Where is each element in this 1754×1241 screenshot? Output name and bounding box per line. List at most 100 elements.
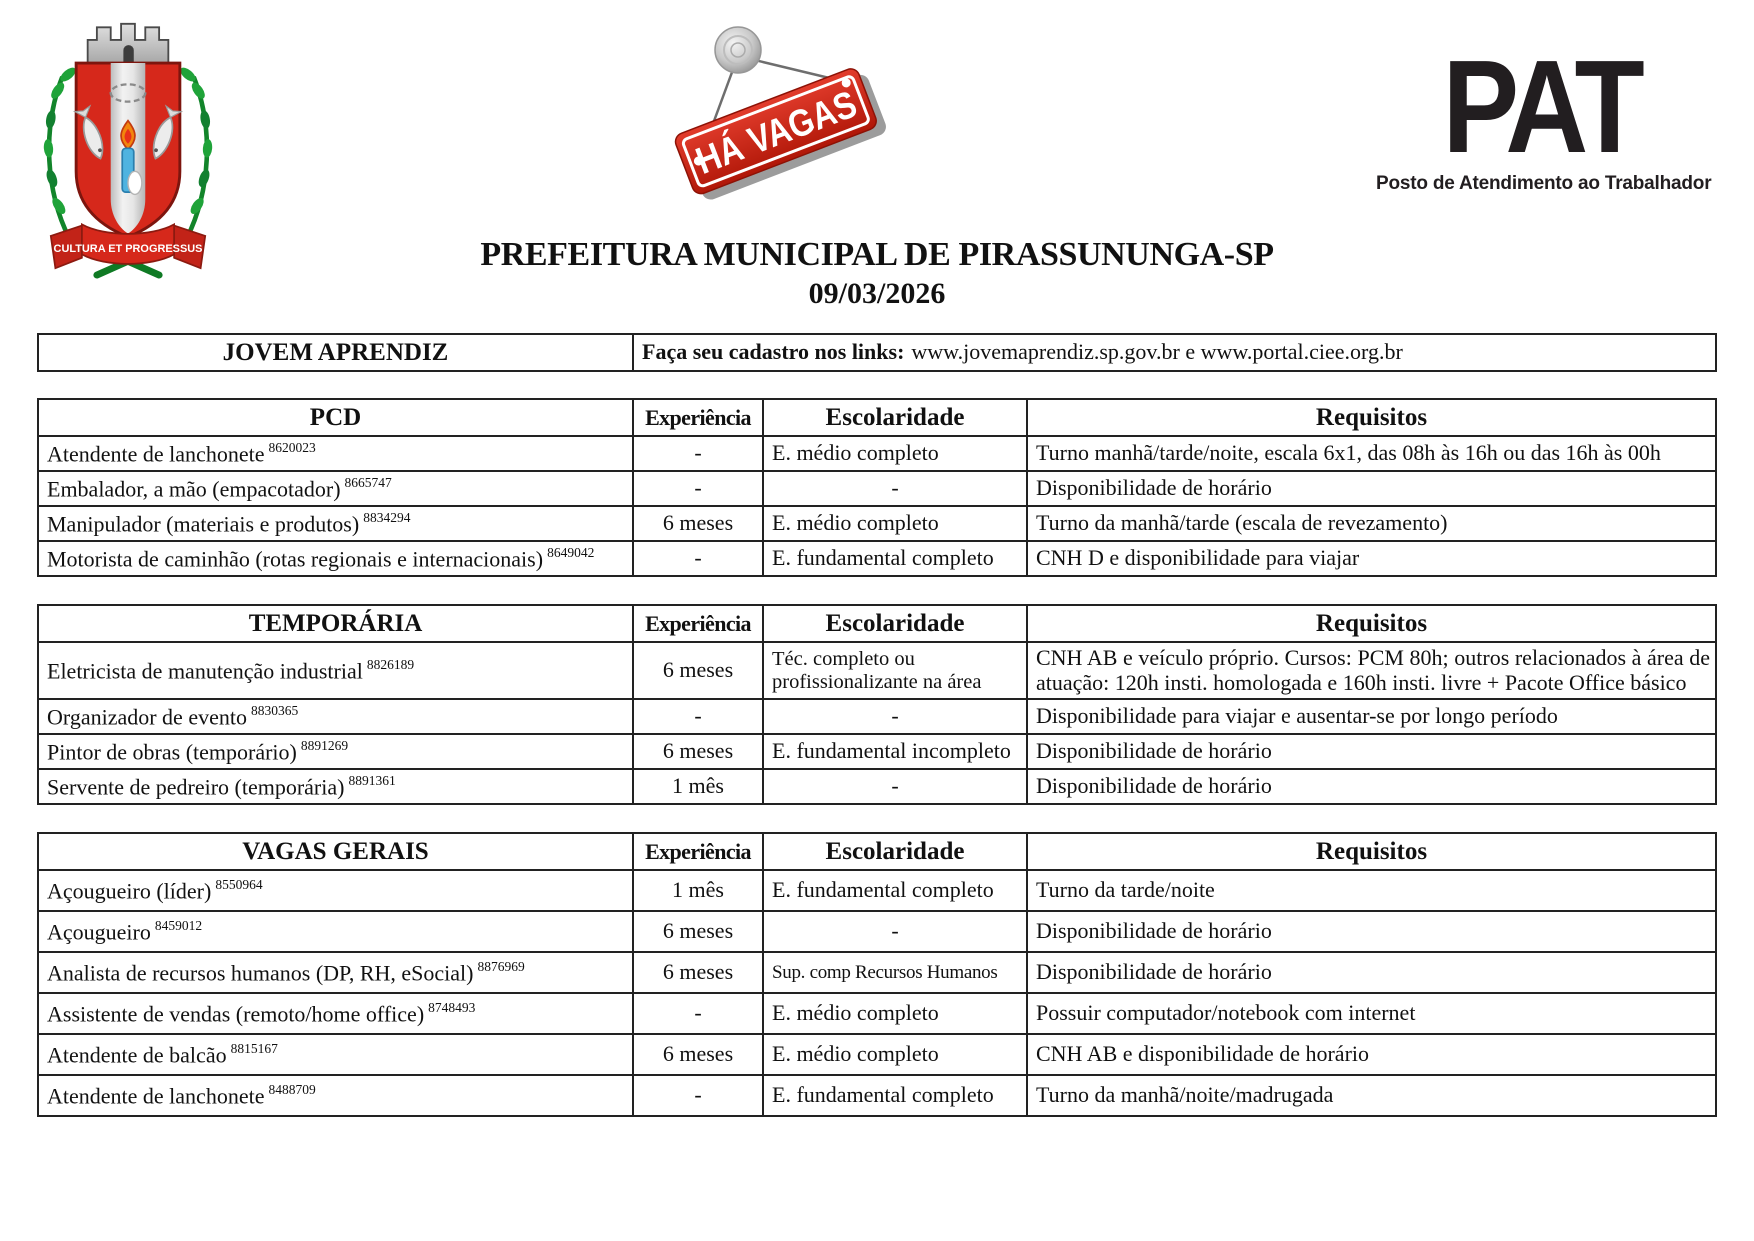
fish-left-icon bbox=[72, 104, 104, 160]
experience-cell: 6 meses bbox=[632, 951, 764, 995]
pirassununga-coat-of-arms-icon: CULTURA ET PROGRESSUS bbox=[43, 22, 213, 279]
jovem-aprendiz-table: JOVEM APRENDIZ Faça seu cadastro nos lin… bbox=[37, 333, 1717, 372]
torch-icon bbox=[120, 119, 143, 196]
job-tables: PCD Experiência Escolaridade Requisitos Aten… bbox=[37, 398, 1717, 1118]
job-cell: Motorista de caminhão (rotas regionais e… bbox=[37, 540, 634, 577]
experience-cell: - bbox=[632, 698, 764, 736]
education-cell: E. médio completo bbox=[762, 1033, 1028, 1077]
requirements-cell: Disponibilidade de horário bbox=[1026, 910, 1717, 954]
fish-right-icon bbox=[152, 104, 184, 160]
job-title: Analista de recursos humanos (DP, RH, eS… bbox=[47, 960, 474, 986]
requirements-cell: Turno manhã/tarde/noite, escala 6x1, das… bbox=[1026, 435, 1717, 472]
jovem-aprendiz-row: JOVEM APRENDIZ Faça seu cadastro nos lin… bbox=[37, 333, 1717, 372]
experience-cell: - bbox=[632, 470, 764, 507]
job-code: 8891361 bbox=[348, 772, 396, 788]
requirements-cell: Disponibilidade para viajar e ausentar-s… bbox=[1026, 698, 1717, 736]
thorn-crown-icon bbox=[109, 83, 147, 103]
requirements-cell: Disponibilidade de horário bbox=[1026, 951, 1717, 995]
education-cell: E. médio completo bbox=[762, 992, 1028, 1036]
job-cell: Açougueiro (líder) 8550964 bbox=[37, 869, 634, 913]
job-row: Analista de recursos humanos (DP, RH, eS… bbox=[37, 951, 1717, 995]
education-cell: - bbox=[762, 768, 1028, 806]
experience-cell: - bbox=[632, 992, 764, 1036]
job-title: Atendente de lanchonete bbox=[47, 1083, 265, 1109]
experience-cell: 6 meses bbox=[632, 640, 764, 701]
pat-subtitle: Posto de Atendimento ao Trabalhador bbox=[1376, 173, 1712, 195]
education-cell: E. médio completo bbox=[762, 505, 1028, 542]
job-cell: Atendente de lanchonete 8620023 bbox=[37, 435, 634, 472]
laurel-branch-right bbox=[180, 67, 213, 240]
job-code: 8891269 bbox=[300, 737, 349, 753]
job-code: 8826189 bbox=[366, 656, 415, 672]
cadastro-instruction: Faça seu cadastro nos links: bbox=[642, 339, 905, 365]
column-header-requisitos: Requisitos bbox=[1026, 604, 1717, 643]
laurel-branch-left bbox=[43, 67, 76, 240]
page-title: PREFEITURA MUNICIPAL DE PIRASSUNUNGA-SP bbox=[480, 236, 1274, 273]
job-code: 8665747 bbox=[344, 474, 392, 490]
job-cell: Manipulador (materiais e produtos) 883429… bbox=[37, 505, 634, 542]
job-cell: Atendente de lanchonete 8488709 bbox=[37, 1074, 634, 1118]
experience-cell: 1 mês bbox=[632, 768, 764, 806]
job-row: Pintor de obras (temporário) 8891269 6 mes… bbox=[37, 733, 1717, 771]
column-header-escolaridade: Escolaridade bbox=[762, 398, 1028, 437]
cadastro-links: www.jovemaprendiz.sp.gov.br e www.portal… bbox=[911, 339, 1403, 365]
job-cell: Atendente de balcão 8815167 bbox=[37, 1033, 634, 1077]
job-cell: Assistente de vendas (remoto/home office… bbox=[37, 992, 634, 1036]
job-code: 8834294 bbox=[363, 509, 411, 525]
experience-cell: - bbox=[632, 540, 764, 577]
job-title: Açougueiro bbox=[47, 919, 151, 945]
job-code: 8830365 bbox=[250, 702, 299, 718]
experience-cell: 6 meses bbox=[632, 505, 764, 542]
job-cell: Organizador de evento 8830365 bbox=[37, 698, 634, 736]
requirements-cell: Turno da manhã/tarde (escala de revezame… bbox=[1026, 505, 1717, 542]
job-code: 8488709 bbox=[268, 1081, 316, 1097]
job-title: Motorista de caminhão (rotas regionais e… bbox=[47, 545, 544, 571]
motto-text: CULTURA ET PROGRESSUS bbox=[54, 243, 203, 255]
column-header-experiencia: Experiência bbox=[632, 604, 764, 643]
education-cell: - bbox=[762, 470, 1028, 507]
job-row: Atendente de balcão 8815167 6 meses E. médi… bbox=[37, 1033, 1717, 1077]
job-row: Açougueiro 8459012 6 meses - Disponibilidade… bbox=[37, 910, 1717, 954]
vagas-gerais-table: VAGAS GERAIS Experiência Escolaridade Requi… bbox=[37, 832, 1717, 1118]
job-code: 8876969 bbox=[477, 958, 525, 974]
job-title: Assistente de vendas (remoto/home office… bbox=[47, 1001, 425, 1027]
job-title: Organizador de evento bbox=[47, 704, 247, 730]
job-row: Servente de pedreiro (temporária) 8891361… bbox=[37, 768, 1717, 806]
job-row: Assistente de vendas (remoto/home office… bbox=[37, 992, 1717, 1036]
job-code: 8748493 bbox=[428, 999, 476, 1015]
requirements-cell: Turno da manhã/noite/madrugada bbox=[1026, 1074, 1717, 1118]
mural-crown-icon bbox=[86, 22, 170, 64]
job-cell: Embalador, a mão (empacotador) 8665747 bbox=[37, 470, 634, 507]
education-cell: E. fundamental completo bbox=[762, 1074, 1028, 1118]
job-cell: Servente de pedreiro (temporária) 8891361 bbox=[37, 768, 634, 806]
experience-cell: 6 meses bbox=[632, 1033, 764, 1077]
ha-vagas-sign-icon: HÁ VAGAS bbox=[674, 26, 886, 200]
job-cell: Açougueiro 8459012 bbox=[37, 910, 634, 954]
job-title: Atendente de lanchonete bbox=[47, 440, 265, 466]
requirements-cell: Disponibilidade de horário bbox=[1026, 768, 1717, 806]
job-row: Açougueiro (líder) 8550964 1 mês E. fundame… bbox=[37, 869, 1717, 913]
job-row: Eletricista de manutenção industrial 8826… bbox=[37, 640, 1717, 701]
job-row: Organizador de evento 8830365- - Disponibil… bbox=[37, 698, 1717, 736]
header-row: PCD Experiência Escolaridade Requisitos bbox=[37, 398, 1717, 437]
job-title: Açougueiro (líder) bbox=[47, 878, 212, 904]
temporaria-table: TEMPORÁRIA Experiência Escolaridade Requisi… bbox=[37, 604, 1717, 806]
job-title: Embalador, a mão (empacotador) bbox=[47, 475, 341, 501]
title-block: PREFEITURA MUNICIPAL DE PIRASSUNUNGA-SP … bbox=[0, 236, 1754, 311]
requirements-cell: Turno da tarde/noite bbox=[1026, 869, 1717, 913]
tables-area: JOVEM APRENDIZ Faça seu cadastro nos lin… bbox=[37, 333, 1717, 1118]
education-cell: Téc. completo ou profissionalizante na á… bbox=[762, 640, 1028, 701]
requirements-cell: CNH AB e disponibilidade de horário bbox=[1026, 1033, 1717, 1077]
sign-plate: HÁ VAGAS bbox=[674, 68, 886, 200]
column-header-escolaridade: Escolaridade bbox=[762, 604, 1028, 643]
job-row: Embalador, a mão (empacotador) 8665747- - D… bbox=[37, 470, 1717, 507]
column-header-requisitos: Requisitos bbox=[1026, 398, 1717, 437]
jovem-aprendiz-label: JOVEM APRENDIZ bbox=[37, 333, 634, 372]
motto-ribbon: CULTURA ET PROGRESSUS bbox=[49, 222, 207, 270]
job-code: 8550964 bbox=[215, 876, 263, 892]
category-header: VAGAS GERAIS bbox=[37, 832, 634, 872]
education-cell: E. fundamental completo bbox=[762, 540, 1028, 577]
education-cell: E. fundamental completo bbox=[762, 869, 1028, 913]
suction-cup-icon bbox=[714, 26, 762, 74]
job-code: 8649042 bbox=[547, 544, 595, 560]
